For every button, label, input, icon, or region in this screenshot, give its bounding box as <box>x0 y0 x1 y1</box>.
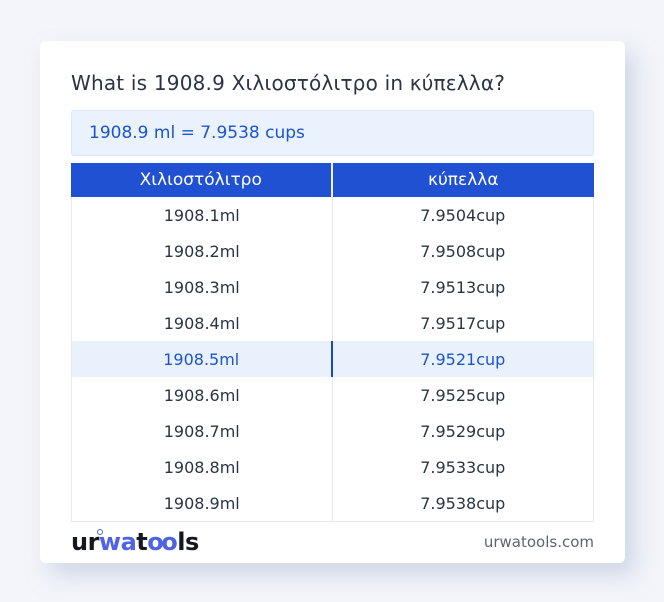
logo-seg-wa: wa <box>98 528 137 556</box>
table-row: 1908.7ml 7.9529cup <box>72 413 593 449</box>
answer-box: 1908.9 ml = 7.9538 cups <box>71 110 594 156</box>
footer: urwatools urwatools.com <box>71 521 594 563</box>
cell-ml: 1908.7ml <box>72 413 333 449</box>
cell-ml: 1908.3ml <box>72 269 333 305</box>
table-row: 1908.3ml 7.9513cup <box>72 269 593 305</box>
cell-cup: 7.9517cup <box>420 313 506 333</box>
cell-cup: 7.9529cup <box>420 421 506 441</box>
cell-ml: 1908.9ml <box>72 485 333 521</box>
table-header-ml: Χιλιοστόλιτρο <box>71 163 333 197</box>
logo-ring-icon <box>96 529 103 535</box>
logo-seg-oo: oo <box>147 528 177 556</box>
logo-seg-ls: ls <box>177 528 199 556</box>
table-row-highlighted: 1908.5ml 7.9521cup <box>72 341 593 377</box>
table-row: 1908.1ml 7.9504cup <box>72 197 593 233</box>
cell-ml: 1908.6ml <box>72 377 333 413</box>
table-body: 1908.1ml 7.9504cup 1908.2ml 7.9508cup 1908.3… <box>71 197 594 522</box>
logo-seg-t: t <box>136 528 148 556</box>
page-title: What is 1908.9 Χιλιοστόλιτρο in κύπελλα? <box>71 71 506 95</box>
site-domain-text: urwatools.com <box>483 533 594 551</box>
cell-ml[interactable]: 1908.5ml <box>72 341 333 377</box>
table-header-row: Χιλιοστόλιτρο κύπελλα <box>71 163 594 197</box>
cell-cup: 7.9525cup <box>420 385 506 405</box>
table-row: 1908.4ml 7.9517cup <box>72 305 593 341</box>
cell-cup: 7.9538cup <box>420 493 506 513</box>
cell-ml: 1908.8ml <box>72 449 333 485</box>
table-row: 1908.8ml 7.9533cup <box>72 449 593 485</box>
cell-ml: 1908.1ml <box>72 197 333 233</box>
cell-cup: 7.9513cup <box>420 277 506 297</box>
conversion-card: What is 1908.9 Χιλιοστόλιτρο in κύπελλα?… <box>40 41 625 563</box>
table-row: 1908.2ml 7.9508cup <box>72 233 593 269</box>
table-row: 1908.6ml 7.9525cup <box>72 377 593 413</box>
cell-cup: 7.9508cup <box>420 241 506 261</box>
cell-cup[interactable]: 7.9521cup <box>420 349 506 369</box>
cell-ml: 1908.4ml <box>72 305 333 341</box>
table-header-cup: κύπελλα <box>427 170 499 190</box>
cell-cup: 7.9533cup <box>420 457 506 477</box>
conversion-table: Χιλιοστόλιτρο κύπελλα 1908.1ml 7.9504cup 1… <box>71 163 594 522</box>
logo-seg-ur: ur <box>71 528 99 556</box>
urwatools-logo[interactable]: urwatools <box>71 528 199 556</box>
cell-cup: 7.9504cup <box>420 205 506 225</box>
cell-ml: 1908.2ml <box>72 233 333 269</box>
answer-text: 1908.9 ml = 7.9538 cups <box>89 123 305 143</box>
table-row: 1908.9ml 7.9538cup <box>72 485 593 521</box>
